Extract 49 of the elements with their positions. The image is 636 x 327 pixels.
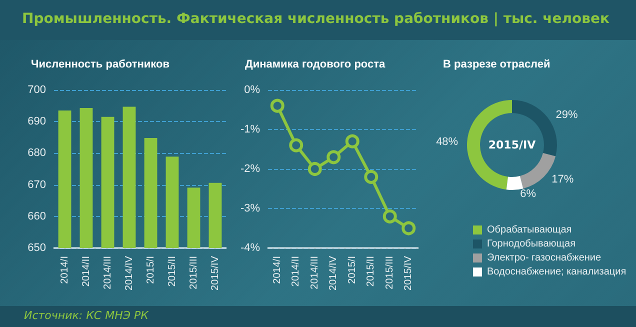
x-tick-label: 2014/IV: [124, 256, 135, 290]
x-tick-label: 2014/I: [272, 256, 283, 284]
x-tick-label: 2015/IV: [210, 256, 221, 290]
legend-label: Электро- газоснабжение: [487, 252, 602, 264]
chart-subtitle: Численность работников: [31, 58, 170, 70]
legend-label: Обрабатывающая: [487, 224, 572, 236]
point: [270, 98, 284, 113]
x-tick-label: 2015/II: [366, 256, 377, 287]
y-tick-label: 680: [28, 147, 46, 160]
data-label: 48%: [436, 136, 458, 148]
y-tick-label: 670: [28, 178, 46, 191]
text: 2015/IV: [488, 138, 536, 152]
x-tick-label: 2014/II: [290, 256, 302, 287]
x-tick-label: 2014/IV: [328, 256, 340, 290]
y-tick-label: 700: [28, 84, 46, 96]
y-tick-label: -1%: [240, 124, 260, 136]
data-label: 29%: [556, 108, 578, 121]
point: [289, 138, 304, 152]
chart-title: В разрезе отраслей: [443, 58, 550, 70]
point: [364, 170, 378, 184]
y-tick-label: -3%: [240, 202, 260, 214]
x-tick-label: 2014/III: [309, 256, 320, 290]
data-label: 17%: [552, 174, 574, 186]
data-label: 6%: [520, 188, 536, 200]
x-tick-label: 2015/I: [145, 256, 156, 284]
point: [308, 162, 322, 176]
text: Промышленность. Фактическая численность работников | тыс. человек: [22, 11, 610, 27]
y-tick-label: 650: [28, 242, 46, 254]
text: Источник: КС МНЭ РК: [24, 309, 148, 322]
y-tick-label: -2%: [240, 163, 260, 175]
legend-label: Водоснабжение; канализация: [487, 266, 626, 278]
x-tick-label: 2014/I: [59, 256, 70, 284]
point: [382, 209, 397, 224]
x-tick-label: 2015/III: [384, 256, 396, 290]
point: [345, 134, 360, 148]
x-tick-label: 2015/I: [346, 256, 358, 284]
y-tick-label: 690: [28, 116, 46, 128]
x-tick-label: 2015/IV: [403, 256, 414, 290]
point: [402, 221, 416, 236]
x-tick-label: 2015/II: [166, 256, 178, 287]
y-tick-label: 660: [28, 210, 46, 222]
chart-title: Динамика годового роста: [245, 58, 386, 70]
y-tick-label: -4%: [240, 242, 260, 254]
point: [326, 150, 341, 164]
x-tick-label: 2014/III: [102, 256, 114, 290]
y-tick-label: 0%: [244, 84, 260, 96]
x-tick-label: 2015/III: [188, 256, 200, 290]
x-tick-label: 2014/II: [80, 256, 92, 287]
legend-label: Горнодобывающая: [487, 238, 576, 250]
